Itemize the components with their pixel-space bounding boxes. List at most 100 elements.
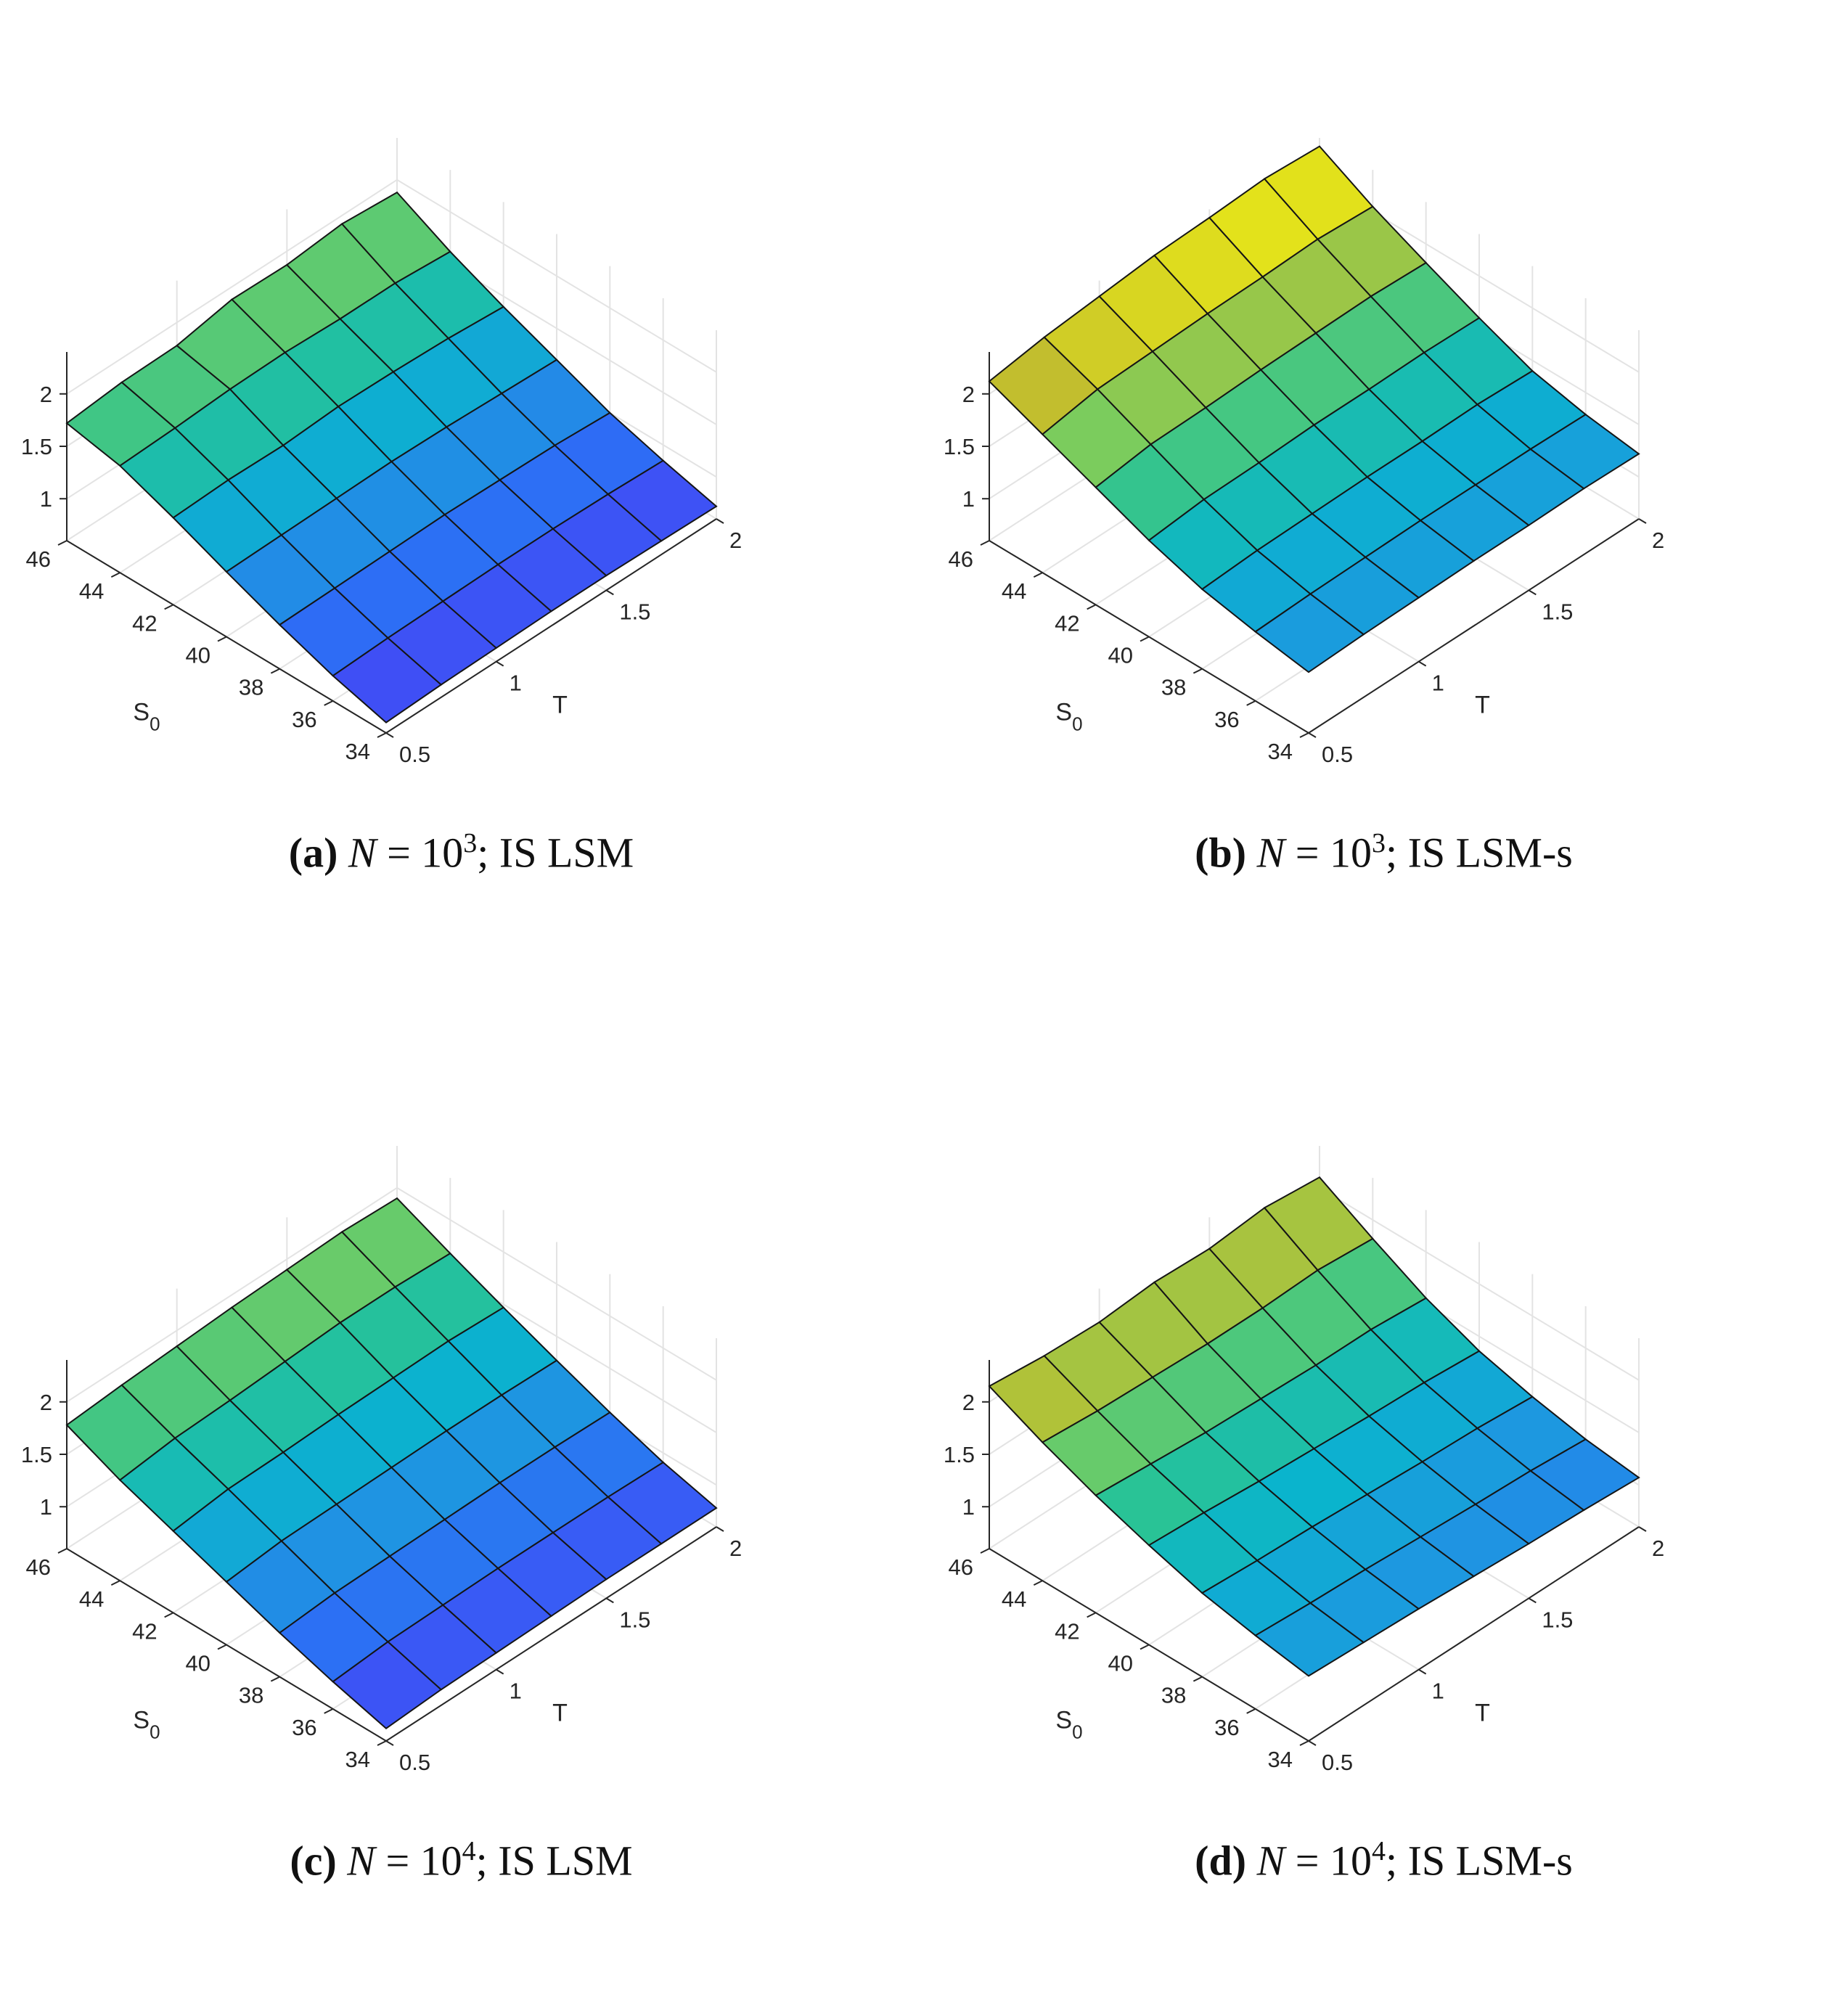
t-tick-label: 0.5: [1322, 1750, 1353, 1775]
s0-tick-mark: [57, 1548, 68, 1554]
s0-tick-mark: [1246, 1708, 1256, 1714]
s0-tick-mark: [1192, 1676, 1203, 1682]
z-tick-label: 1: [962, 486, 975, 512]
t-tick-mark: [1528, 589, 1537, 596]
s0-tick-label: 44: [1002, 578, 1026, 604]
t-tick-mark: [605, 1597, 614, 1604]
s0-tick-label: 34: [345, 1747, 370, 1772]
s0-tick-label: 34: [1268, 1747, 1293, 1772]
t-tick-label: 0.5: [1322, 742, 1353, 767]
s0-tick-mark: [110, 572, 120, 578]
s0-tick-label: 44: [79, 1586, 104, 1612]
s0-tick-mark: [217, 636, 227, 642]
s0-tick-mark: [270, 668, 280, 674]
s0-tick-label: 46: [26, 1554, 51, 1580]
t-axis-title: T: [1475, 1700, 1490, 1727]
s0-tick-mark: [324, 700, 334, 706]
t-tick-label: 1.5: [619, 1607, 650, 1632]
caption-b: (b) N = 103; IS LSM-s: [1195, 828, 1573, 877]
s0-tick-label: 38: [239, 1683, 263, 1708]
z-tick-label: 1: [962, 1494, 975, 1520]
t-tick-mark: [385, 1740, 394, 1746]
panel-b: 0.5 1 1.5 2 46 44 42 40 38 36 34 1 1.5 2 T S0 (b) N = 1…: [922, 0, 1845, 1008]
z-tick-label: 1: [40, 1494, 52, 1520]
s0-tick-label: 42: [132, 1618, 157, 1644]
s0-tick-label: 36: [1214, 707, 1239, 732]
caption-d: (d) N = 104; IS LSM-s: [1195, 1836, 1573, 1885]
t-tick-mark: [1638, 1526, 1647, 1532]
s0-tick-mark: [980, 540, 990, 546]
t-tick-mark: [1638, 518, 1647, 524]
s0-tick-mark: [1087, 604, 1097, 610]
ticks: 0.5 1 1.5 2 46 44 42 40 38 36 34 1 1.5 2: [944, 1390, 1664, 1775]
t-axis-line: [385, 1526, 717, 1742]
surface: [988, 145, 1640, 673]
t-tick-label: 1: [510, 671, 522, 696]
ticks: 0.5 1 1.5 2 46 44 42 40 38 36 34 1 1.5 2: [21, 1390, 742, 1775]
s0-axis-title: S0: [1055, 699, 1082, 735]
s0-tick-label: 38: [1161, 675, 1186, 700]
surface: [65, 1197, 718, 1729]
z-tick-label: 1.5: [944, 1442, 975, 1467]
s0-tick-mark: [1140, 636, 1150, 642]
s0-tick-mark: [1033, 572, 1043, 578]
z-tick-label: 2: [962, 382, 975, 407]
surface-plot-a: 0.5 1 1.5 2 46 44 42 40 38 36 34 1 1.5 2 T S0: [21, 138, 742, 767]
t-tick-label: 1: [510, 1679, 522, 1704]
s0-tick-mark: [377, 732, 387, 738]
s0-tick-label: 46: [949, 1554, 973, 1580]
t-axis-title: T: [552, 1700, 568, 1727]
t-tick-mark: [1418, 1668, 1427, 1675]
s0-tick-label: 40: [186, 1651, 210, 1676]
ticks: 0.5 1 1.5 2 46 44 42 40 38 36 34 1 1.5 2: [944, 382, 1664, 767]
s0-tick-label: 34: [1268, 739, 1293, 764]
s0-tick-label: 40: [1108, 1651, 1133, 1676]
caption-c: (c) N = 104; IS LSM: [290, 1836, 633, 1885]
s0-tick-mark: [1299, 732, 1309, 738]
s0-tick-mark: [1299, 1740, 1309, 1746]
surface-patch: [1529, 1438, 1640, 1512]
surface-patch: [607, 1461, 718, 1545]
s0-tick-label: 34: [345, 739, 370, 764]
panel-c: 0.5 1 1.5 2 46 44 42 40 38 36 34 1 1.5 2 T S0 (c) N = 1…: [0, 1008, 922, 2016]
s0-tick-label: 36: [292, 707, 316, 732]
t-tick-label: 1: [1432, 671, 1444, 696]
t-axis-title: T: [1475, 692, 1490, 719]
z-tick-label: 1.5: [944, 434, 975, 459]
t-tick-mark: [385, 732, 394, 738]
z-tick-label: 1: [40, 486, 52, 512]
t-tick-label: 2: [1652, 528, 1664, 553]
t-axis-line: [385, 518, 717, 734]
s0-tick-mark: [1033, 1580, 1043, 1586]
t-tick-mark: [605, 589, 614, 596]
t-tick-label: 2: [729, 1536, 742, 1561]
t-tick-label: 0.5: [399, 742, 430, 767]
t-tick-mark: [1418, 660, 1427, 667]
t-tick-mark: [1308, 732, 1317, 738]
z-tick-label: 1.5: [21, 434, 52, 459]
t-axis-title: T: [552, 692, 568, 719]
s0-tick-label: 40: [1108, 643, 1133, 668]
s0-tick-label: 38: [239, 675, 263, 700]
t-tick-mark: [1308, 1740, 1317, 1746]
s0-tick-mark: [217, 1644, 227, 1650]
t-axis-line: [1308, 1526, 1640, 1742]
panel-a: 0.5 1 1.5 2 46 44 42 40 38 36 34 1 1.5 2 T S0 (a) N = 1…: [0, 0, 922, 1008]
s0-tick-label: 44: [79, 578, 104, 604]
t-tick-mark: [496, 1668, 504, 1675]
t-tick-label: 1.5: [1542, 1607, 1573, 1632]
s0-axis-title: S0: [133, 1707, 160, 1743]
s0-tick-mark: [1140, 1644, 1150, 1650]
s0-tick-mark: [110, 1580, 120, 1586]
t-tick-label: 1: [1432, 1679, 1444, 1704]
surface: [988, 1176, 1640, 1677]
s0-tick-mark: [1192, 668, 1203, 674]
s0-tick-mark: [1087, 1612, 1097, 1618]
z-tick-label: 2: [40, 1390, 52, 1415]
surface-plot-d: 0.5 1 1.5 2 46 44 42 40 38 36 34 1 1.5 2 T S0: [944, 1146, 1664, 1775]
surface: [65, 191, 718, 724]
s0-tick-mark: [324, 1708, 334, 1714]
t-tick-label: 1.5: [1542, 599, 1573, 624]
s0-tick-mark: [377, 1740, 387, 1746]
s0-tick-mark: [1246, 700, 1256, 706]
